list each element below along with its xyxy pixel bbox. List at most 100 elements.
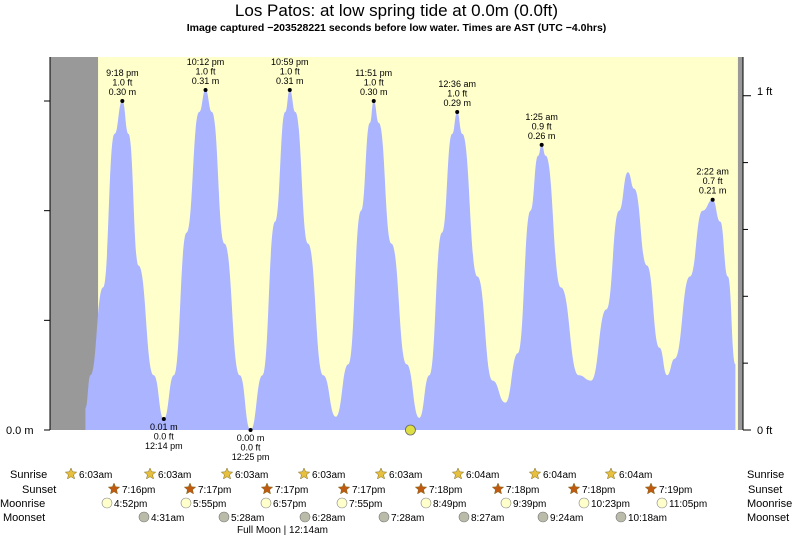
extreme-label-3-0: 0.00 m — [237, 433, 265, 443]
page-subtitle: Image captured −203528221 seconds before… — [186, 22, 607, 34]
moonset-time-2: 6:28am — [312, 513, 345, 524]
moonrise-time-1: 5:55pm — [193, 499, 226, 510]
axes: 0.0 m 0 ft 1 ft — [6, 57, 772, 437]
extreme-label-1-0: 0.01 m — [150, 422, 178, 432]
sunset-icon — [337, 482, 351, 495]
moonset-icon — [378, 511, 390, 523]
moonset-time-5: 9:24am — [550, 513, 583, 524]
sunset-time-2: 7:17pm — [275, 485, 308, 496]
extreme-point-3 — [248, 428, 253, 432]
sunset-time-0: 7:16pm — [122, 485, 155, 496]
extreme-point-1 — [161, 417, 166, 422]
extreme-label-7-1: 0.9 ft — [532, 121, 553, 131]
extreme-label-1-2: 12:14 pm — [145, 441, 183, 451]
moonrise-time-2: 6:57pm — [273, 499, 306, 510]
extreme-point-8 — [710, 197, 715, 202]
moonrise-icon — [420, 497, 432, 509]
sunrise-icon — [143, 467, 157, 480]
extreme-label-4-2: 0.31 m — [276, 76, 304, 86]
sunset-time-3: 7:17pm — [352, 485, 385, 496]
sunset-icon — [491, 482, 505, 495]
full-moon-note: Full Moon | 12:14am — [237, 525, 328, 536]
sunset-icon — [644, 482, 658, 495]
tide-curve — [85, 90, 736, 430]
sunset-icon — [107, 482, 121, 495]
sunrise-icon — [451, 467, 465, 480]
sunset-icon — [183, 482, 197, 495]
sunset-time-5: 7:18pm — [506, 485, 539, 496]
extreme-label-1-1: 0.0 ft — [154, 432, 175, 442]
sunrise-icon — [604, 467, 618, 480]
sunrise-time-2: 6:03am — [235, 470, 268, 481]
extreme-label-8-0: 2:22 am — [696, 167, 729, 177]
sunrise-icon — [64, 467, 78, 480]
moonrise-time-3: 7:55pm — [349, 499, 382, 510]
left-axis-label-0m: 0.0 m — [6, 425, 34, 437]
extreme-label-0-1: 1.0 ft — [112, 78, 133, 88]
row-label-sunrise-right: Sunrise — [747, 469, 784, 481]
extreme-label-8-2: 0.21 m — [699, 186, 727, 196]
moonset-time-1: 5:28am — [231, 513, 264, 524]
moonset-icon — [537, 511, 549, 523]
sunset-time-6: 7:18pm — [582, 485, 615, 496]
extreme-point-5 — [371, 99, 376, 103]
moonrise-time-4: 8:49pm — [433, 499, 466, 510]
moonrise-icon — [180, 497, 192, 509]
sunset-icon — [567, 482, 581, 495]
row-label-sunset-left: Sunset — [22, 484, 56, 496]
moonrise-icon — [578, 497, 590, 509]
sunrise-time-0: 6:03am — [79, 470, 112, 481]
moonset-time-6: 10:18am — [628, 513, 667, 524]
sunrise-time-1: 6:03am — [158, 470, 191, 481]
extreme-label-2-0: 10:12 pm — [187, 57, 225, 67]
moonrise-icon — [101, 497, 113, 509]
moonset-icon — [615, 511, 627, 523]
moonrise-time-0: 4:52pm — [114, 499, 147, 510]
tide-area — [85, 90, 736, 430]
extreme-label-6-2: 0.29 m — [443, 98, 471, 108]
right-axis-label-0ft: 0 ft — [757, 425, 772, 437]
sunset-time-1: 7:17pm — [198, 485, 231, 496]
moonset-time-3: 7:28am — [391, 513, 424, 524]
sunrise-icon — [220, 467, 234, 480]
sunrise-icon — [297, 467, 311, 480]
sunrise-time-6: 6:04am — [543, 470, 576, 481]
extreme-label-2-2: 0.31 m — [192, 76, 220, 86]
sunrise-icon — [374, 467, 388, 480]
extreme-label-2-1: 1.0 ft — [196, 67, 217, 77]
moonrise-time-6: 10:23pm — [591, 499, 630, 510]
extreme-label-8-1: 0.7 ft — [703, 176, 724, 186]
extreme-label-0-2: 0.30 m — [109, 87, 137, 97]
extreme-label-7-0: 1:25 am — [525, 112, 558, 122]
extreme-point-0 — [120, 99, 125, 103]
moonset-time-0: 4:31am — [151, 513, 184, 524]
extreme-label-6-0: 12:36 am — [438, 79, 476, 89]
moonset-icon — [299, 511, 311, 523]
extreme-label-4-1: 1.0 ft — [280, 67, 301, 77]
moonset-time-4: 8:27am — [471, 513, 504, 524]
extreme-label-5-0: 11:51 pm — [355, 68, 392, 78]
sunrise-time-3: 6:03am — [312, 470, 345, 481]
extreme-point-7 — [539, 142, 544, 147]
moonrise-icon — [260, 497, 272, 509]
extreme-label-5-1: 1.0 ft — [364, 78, 385, 88]
moonset-icon — [458, 511, 470, 523]
moonrise-time-7: 11:05pm — [669, 499, 707, 510]
row-label-sunrise-left: Sunrise — [10, 469, 47, 481]
row-label-moonrise-left: Moonrise — [0, 498, 45, 510]
sunrise-time-5: 6:04am — [466, 470, 499, 481]
moon-phase-marker — [405, 424, 416, 436]
row-label-moonrise-right: Moonrise — [747, 498, 792, 510]
extreme-label-7-2: 0.26 m — [528, 131, 556, 141]
extreme-label-0-0: 9:18 pm — [106, 68, 139, 78]
page-title: Los Patos: at low spring tide at 0.0m (0… — [234, 1, 559, 20]
sun-moon-events: 6:03am 6:03am 6:03am 6:03am 6:03am 6:04am 6:04… — [64, 467, 707, 524]
moonrise-icon — [656, 497, 668, 509]
sunset-icon — [260, 482, 274, 495]
sunrise-icon — [528, 467, 542, 480]
row-label-sunset-right: Sunset — [748, 484, 782, 496]
moonrise-icon — [336, 497, 348, 509]
right-axis-label-1ft: 1 ft — [757, 86, 772, 98]
